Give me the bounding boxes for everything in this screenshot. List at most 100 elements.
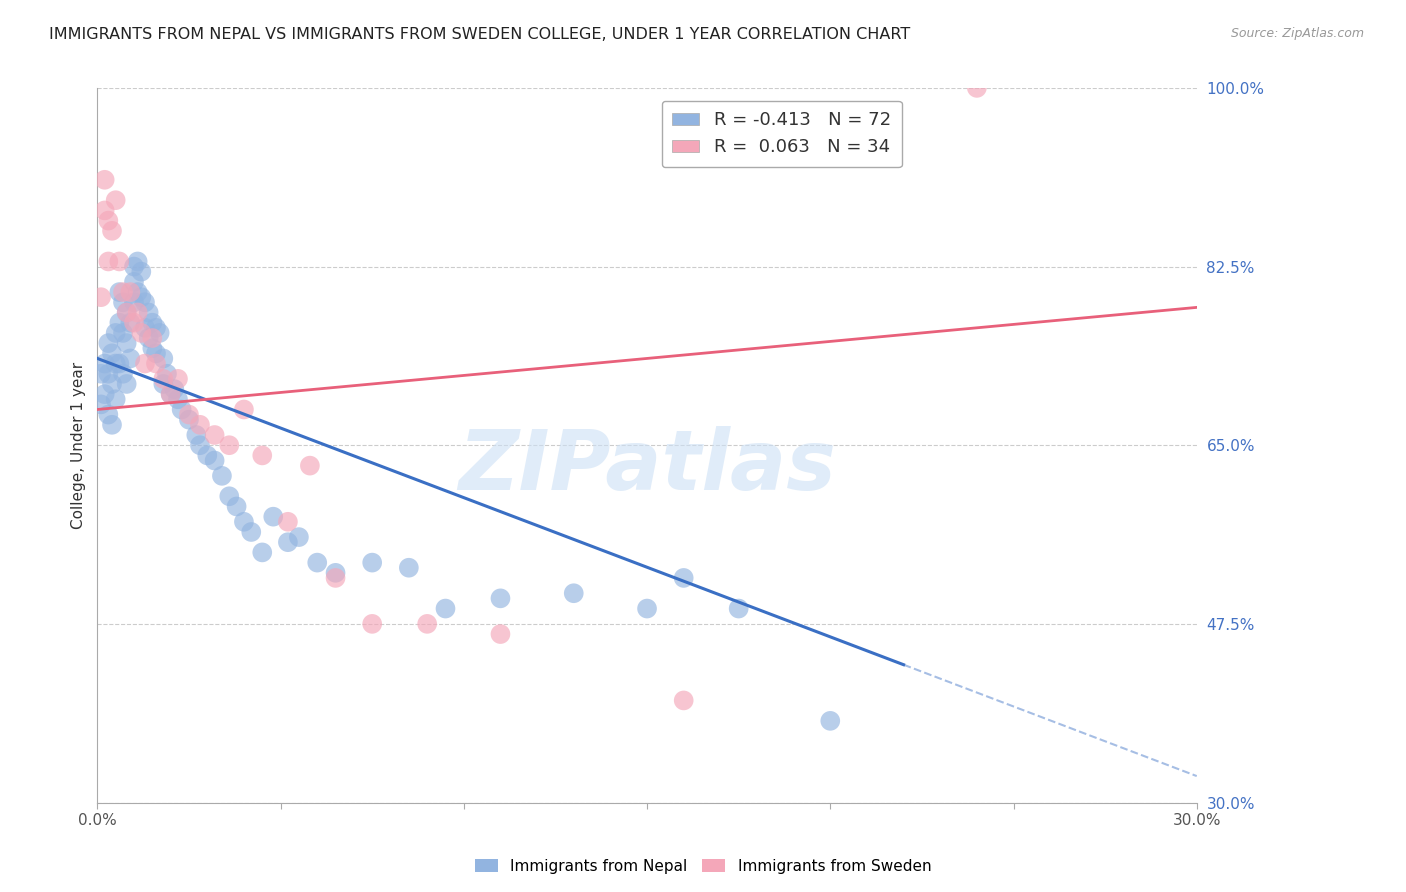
Point (252, 449, 274, 463)
Point (134, 320, 156, 334)
Point (727, 601, 749, 615)
Point (93, 203, 115, 218)
Point (145, 357, 167, 371)
Point (115, 305, 138, 319)
Point (163, 382, 186, 396)
Point (177, 413, 200, 427)
Point (170, 402, 193, 417)
Point (90, 290, 112, 304)
Point (120, 285, 142, 299)
Point (416, 616, 439, 631)
Point (325, 566, 347, 580)
Point (122, 295, 145, 310)
Point (97, 336, 120, 351)
Point (240, 524, 263, 539)
Point (398, 560, 420, 574)
Point (145, 320, 167, 334)
Point (108, 254, 131, 268)
Point (115, 305, 138, 319)
Point (325, 571, 347, 585)
Point (152, 376, 174, 391)
Point (120, 316, 142, 330)
Text: ZIPatlas: ZIPatlas (458, 426, 837, 508)
Point (108, 316, 131, 330)
Point (104, 392, 127, 407)
Point (152, 351, 174, 366)
Point (225, 500, 247, 514)
Point (966, 81, 988, 95)
Point (104, 326, 127, 340)
Text: Source: ZipAtlas.com: Source: ZipAtlas.com (1230, 27, 1364, 40)
Point (159, 387, 181, 401)
Point (111, 326, 134, 340)
Point (131, 326, 153, 340)
Point (145, 346, 167, 360)
Point (97, 367, 120, 381)
Point (134, 357, 156, 371)
Point (156, 367, 179, 381)
Point (122, 275, 145, 289)
Point (141, 331, 163, 345)
Point (131, 290, 153, 304)
Point (90, 397, 112, 411)
Point (122, 260, 145, 274)
Point (167, 372, 190, 386)
Point (195, 449, 218, 463)
Point (90, 367, 112, 381)
Point (93, 357, 115, 371)
Point (434, 601, 457, 615)
Point (131, 265, 153, 279)
Point (97, 408, 120, 422)
Point (218, 489, 240, 503)
Point (101, 346, 124, 360)
Point (111, 367, 134, 381)
Point (149, 326, 172, 340)
Point (138, 331, 160, 345)
Point (232, 402, 254, 417)
Point (188, 438, 211, 452)
Point (115, 336, 138, 351)
Y-axis label: College, Under 1 year: College, Under 1 year (72, 361, 86, 529)
Point (252, 545, 274, 559)
Point (489, 591, 512, 606)
Point (204, 453, 226, 467)
Point (218, 438, 240, 452)
Point (138, 305, 160, 319)
Point (104, 357, 127, 371)
Point (111, 295, 134, 310)
Point (562, 586, 585, 600)
Legend: R = -0.413   N = 72, R =  0.063   N = 34: R = -0.413 N = 72, R = 0.063 N = 34 (662, 101, 901, 167)
Point (93, 173, 115, 187)
Point (134, 295, 156, 310)
Point (97, 254, 120, 268)
Point (211, 468, 233, 483)
Point (177, 408, 200, 422)
Point (186, 428, 208, 442)
Point (101, 417, 124, 432)
Point (93, 387, 115, 401)
Point (111, 285, 134, 299)
Point (127, 305, 149, 319)
Point (167, 392, 190, 407)
Point (159, 387, 181, 401)
Point (127, 254, 149, 268)
Point (277, 535, 299, 549)
Point (127, 285, 149, 299)
Point (141, 341, 163, 355)
Point (232, 515, 254, 529)
Point (141, 316, 163, 330)
Point (204, 428, 226, 442)
Point (361, 616, 384, 631)
Point (101, 376, 124, 391)
Point (672, 571, 695, 585)
Text: IMMIGRANTS FROM NEPAL VS IMMIGRANTS FROM SWEDEN COLLEGE, UNDER 1 YEAR CORRELATIO: IMMIGRANTS FROM NEPAL VS IMMIGRANTS FROM… (49, 27, 911, 42)
Point (489, 627, 512, 641)
Point (262, 509, 284, 524)
Legend: Immigrants from Nepal, Immigrants from Sweden: Immigrants from Nepal, Immigrants from S… (468, 853, 938, 880)
Point (120, 351, 142, 366)
Point (108, 285, 131, 299)
Point (101, 224, 124, 238)
Point (152, 372, 174, 386)
Point (672, 693, 695, 707)
Point (361, 556, 384, 570)
